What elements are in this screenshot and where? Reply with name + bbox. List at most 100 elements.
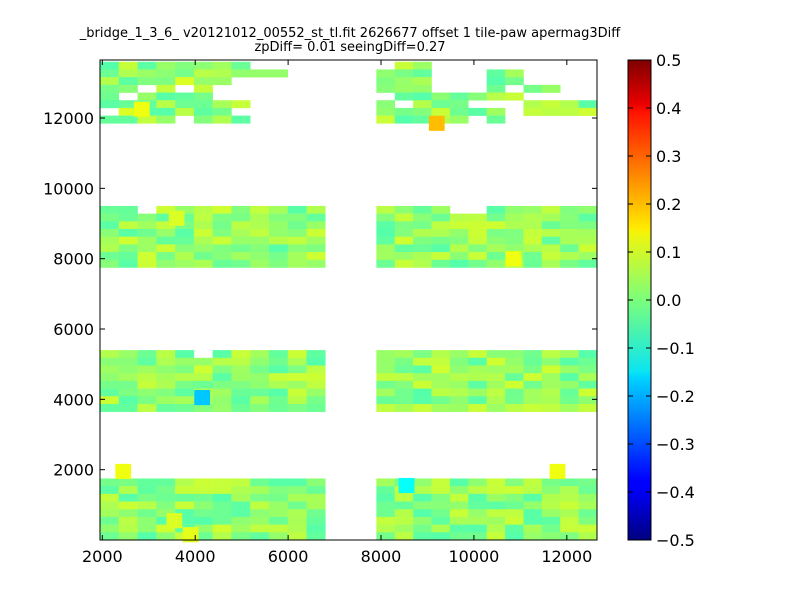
heatmap-cell (100, 509, 120, 518)
heatmap-cell (468, 350, 487, 359)
colorbar-tick-label: 0.4 (656, 99, 681, 118)
heatmap-cell (100, 259, 120, 268)
heatmap-cell (193, 524, 213, 533)
heatmap-cell (137, 259, 157, 268)
heatmap-cell (100, 244, 120, 253)
heatmap-cell (212, 69, 232, 78)
heatmap-cell (505, 388, 524, 397)
heatmap-cell (168, 210, 185, 226)
x-tick-label: 8000 (361, 547, 402, 566)
heatmap-cell (560, 403, 579, 412)
heatmap-cell (193, 486, 213, 495)
heatmap-cell (250, 357, 270, 366)
heatmap-cell (287, 501, 307, 510)
heatmap-cell (486, 213, 506, 222)
heatmap-cell (413, 373, 432, 382)
heatmap-cell (541, 107, 561, 116)
heatmap-cell (394, 205, 414, 214)
heatmap-cell (250, 501, 270, 510)
heatmap-cell (306, 365, 326, 374)
heatmap-cell (193, 92, 213, 101)
heatmap-cell (137, 373, 157, 382)
heatmap-cell (578, 373, 598, 382)
heatmap-cell (413, 532, 432, 541)
heatmap-cell (523, 213, 543, 222)
heatmap-cell (431, 221, 451, 230)
heatmap-cell (486, 516, 506, 525)
heatmap-cell (156, 84, 176, 93)
heatmap-cell (449, 100, 469, 109)
heatmap-cell (137, 486, 157, 495)
heatmap-cell (118, 244, 138, 253)
heatmap-cell (523, 221, 543, 230)
heatmap-cell (137, 380, 157, 389)
x-axis: 2000 4000 6000 8000 10000 12000 (82, 60, 592, 566)
heatmap-cell (212, 388, 232, 397)
heatmap-cell (306, 259, 326, 268)
heatmap-cell (231, 396, 251, 405)
heatmap-cell (505, 516, 524, 525)
heatmap-cell (137, 236, 157, 245)
x-tick-label: 10000 (448, 547, 499, 566)
heatmap-cell (193, 365, 213, 374)
heatmap-cell (578, 478, 598, 487)
heatmap-cell (486, 107, 506, 116)
heatmap-cell (560, 516, 579, 525)
heatmap-cell (413, 84, 432, 93)
heatmap-cell (231, 357, 251, 366)
heatmap-cell (156, 478, 176, 487)
heatmap-cell (212, 373, 232, 382)
heatmap-cell (560, 229, 579, 237)
heatmap-cell (578, 509, 598, 518)
heatmap-cell (413, 61, 432, 70)
heatmap-cell (560, 501, 579, 510)
heatmap-cell (413, 252, 432, 261)
heatmap-cell (306, 213, 326, 222)
heatmap-cell (175, 107, 195, 116)
heatmap-cell (560, 380, 579, 389)
heatmap-cell (486, 380, 506, 389)
heatmap-cell (137, 221, 157, 230)
heatmap-cell (468, 380, 487, 389)
heatmap-cell (560, 524, 579, 533)
heatmap-cell (578, 388, 598, 397)
heatmap-cell (231, 100, 251, 109)
heatmap-cell (523, 100, 543, 109)
heatmap-cell (306, 373, 326, 382)
heatmap-cell (193, 205, 213, 214)
heatmap-cell (231, 205, 251, 214)
heatmap-cell (413, 501, 432, 510)
heatmap-cell (287, 365, 307, 374)
heatmap-cell (449, 107, 469, 116)
heatmap-cell (306, 501, 326, 510)
heatmap-cell (250, 478, 270, 487)
heatmap-cell (137, 493, 157, 502)
heatmap-cell (268, 244, 289, 253)
heatmap-cell (212, 61, 232, 70)
heatmap-cell (156, 403, 176, 412)
heatmap-cell (468, 252, 487, 261)
heatmap-cell (560, 365, 579, 374)
heatmap-cell (175, 221, 195, 230)
heatmap-cell (376, 357, 396, 366)
heatmap-cell (505, 493, 524, 502)
heatmap-cell (560, 532, 579, 541)
heatmap-cell (100, 350, 120, 359)
heatmap-cell (541, 380, 561, 389)
heatmap-cell (505, 77, 524, 86)
heatmap-cell (268, 350, 289, 359)
heatmap-cell (413, 244, 432, 253)
heatmap-cell (578, 501, 598, 510)
heatmap-cell (287, 213, 307, 222)
heatmap-cell (486, 236, 506, 245)
heatmap-cell (560, 252, 579, 261)
heatmap-cell (431, 244, 451, 253)
heatmap-cell (268, 357, 289, 366)
colorbar-tick-label: 0.1 (656, 243, 681, 262)
heatmap-cell (306, 205, 326, 214)
heatmap-cell (306, 516, 326, 525)
heatmap-cell (376, 380, 396, 389)
heatmap-cell (175, 61, 195, 70)
heatmap-cell (118, 373, 138, 382)
heatmap-cell (182, 527, 199, 543)
